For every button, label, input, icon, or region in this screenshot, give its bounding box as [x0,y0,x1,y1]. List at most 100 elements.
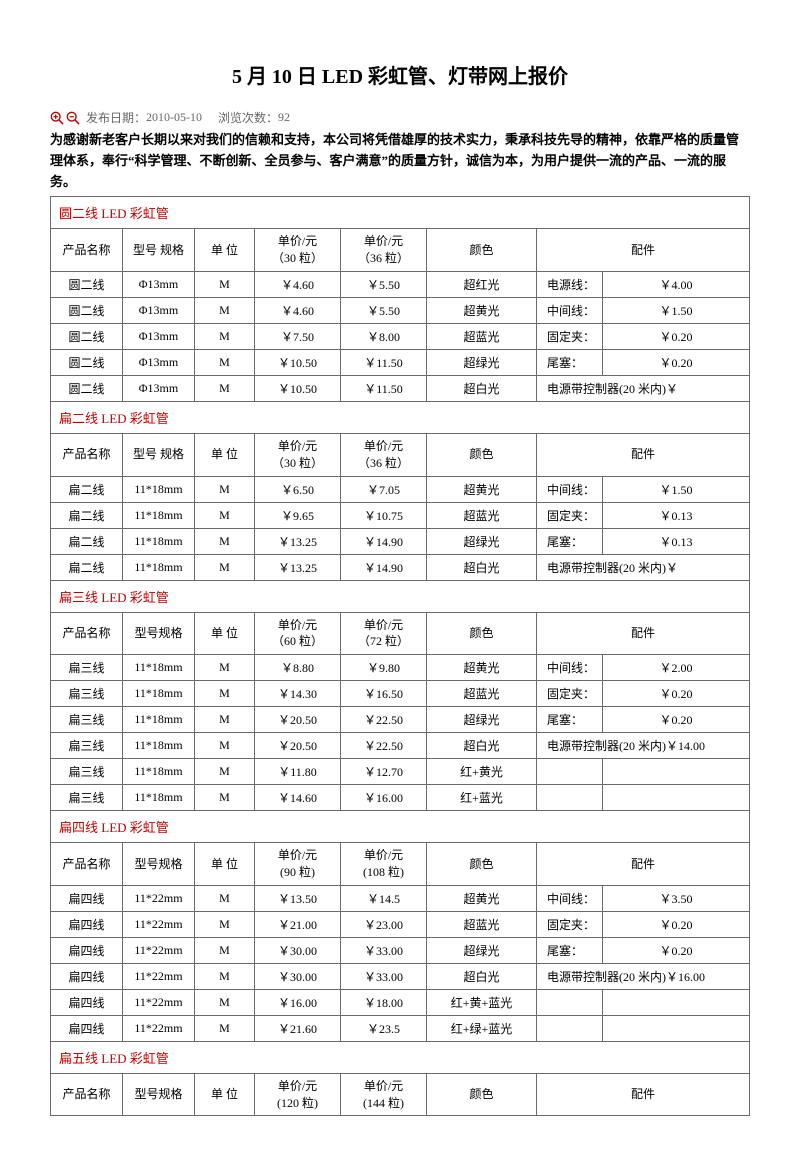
table-cell: ￥13.25 [255,554,341,580]
accessory-label: 尾塞： [537,707,603,733]
column-header: 型号 规格 [123,433,195,476]
table-cell: ￥5.50 [341,297,427,323]
table-cell: M [195,885,255,911]
zoom-in-icon[interactable] [50,111,64,125]
table-cell: ￥16.00 [341,785,427,811]
table-cell: 扁四线 [51,989,123,1015]
accessory-cell: 电源带控制器(20 米内)￥16.00 [537,963,750,989]
table-cell: 超绿光 [427,937,537,963]
table-cell: M [195,528,255,554]
column-header: 单 位 [195,843,255,886]
table-cell: ￥10.50 [255,375,341,401]
accessory-price [603,759,750,785]
table-cell: Φ13mm [123,297,195,323]
table-cell: 扁四线 [51,963,123,989]
column-header: 单 位 [195,1073,255,1116]
table-cell: 扁二线 [51,528,123,554]
table-cell: ￥7.50 [255,323,341,349]
table-cell: ￥12.70 [341,759,427,785]
section-title: 扁五线 LED 彩虹管 [51,1041,750,1073]
column-header: 颜色 [427,229,537,272]
table-cell: M [195,963,255,989]
table-cell: ￥20.50 [255,707,341,733]
accessory-price [603,1015,750,1041]
column-header: 型号 规格 [123,229,195,272]
table-cell: ￥22.50 [341,733,427,759]
table-cell: 11*18mm [123,476,195,502]
column-header: 配件 [537,229,750,272]
table-cell: ￥13.50 [255,885,341,911]
accessory-label [537,989,603,1015]
table-cell: M [195,1015,255,1041]
table-cell: 扁四线 [51,885,123,911]
table-cell: ￥7.05 [341,476,427,502]
table-cell: ￥9.65 [255,502,341,528]
table-cell: ￥23.00 [341,911,427,937]
table-cell: 扁四线 [51,937,123,963]
table-cell: ￥4.60 [255,271,341,297]
column-header: 单 位 [195,433,255,476]
table-cell: ￥30.00 [255,963,341,989]
zoom-icons [50,111,80,125]
table-cell: 超白光 [427,733,537,759]
accessory-price: ￥3.50 [603,885,750,911]
table-cell: ￥22.50 [341,707,427,733]
table-cell: ￥21.00 [255,911,341,937]
table-cell: Φ13mm [123,271,195,297]
column-header: 颜色 [427,843,537,886]
table-cell: M [195,911,255,937]
accessory-cell: 电源带控制器(20 米内)￥14.00 [537,733,750,759]
table-cell: M [195,733,255,759]
table-cell: 超蓝光 [427,502,537,528]
table-cell: 超绿光 [427,349,537,375]
table-cell: 圆二线 [51,375,123,401]
table-cell: 扁三线 [51,733,123,759]
views-label: 浏览次数： [218,109,278,126]
table-cell: ￥20.50 [255,733,341,759]
table-cell: 超绿光 [427,707,537,733]
table-cell: 11*18mm [123,681,195,707]
table-cell: ￥10.50 [255,349,341,375]
table-cell: 11*22mm [123,885,195,911]
table-cell: 扁二线 [51,502,123,528]
accessory-price [603,785,750,811]
accessory-label: 中间线： [537,297,603,323]
table-cell: M [195,349,255,375]
column-header: 单价/元（60 粒） [255,612,341,655]
accessory-label: 中间线： [537,655,603,681]
table-cell: 11*18mm [123,785,195,811]
table-cell: M [195,937,255,963]
column-header: 型号规格 [123,612,195,655]
table-cell: M [195,655,255,681]
table-cell: Φ13mm [123,349,195,375]
column-header: 颜色 [427,433,537,476]
table-cell: 超黄光 [427,885,537,911]
column-header: 产品名称 [51,1073,123,1116]
column-header: 单价/元(90 粒) [255,843,341,886]
table-cell: 11*18mm [123,733,195,759]
accessory-price: ￥0.20 [603,681,750,707]
table-cell: 红+蓝光 [427,785,537,811]
accessory-label: 固定夹： [537,323,603,349]
section-title: 扁四线 LED 彩虹管 [51,811,750,843]
column-header: 配件 [537,612,750,655]
zoom-out-icon[interactable] [66,111,80,125]
table-cell: 11*22mm [123,1015,195,1041]
accessory-label [537,1015,603,1041]
table-cell: M [195,554,255,580]
accessory-label [537,759,603,785]
table-cell: M [195,323,255,349]
column-header: 单价/元(120 粒) [255,1073,341,1116]
table-cell: M [195,707,255,733]
accessory-price: ￥2.00 [603,655,750,681]
table-cell: ￥14.90 [341,554,427,580]
table-cell: 超蓝光 [427,681,537,707]
table-cell: 红+绿+蓝光 [427,1015,537,1041]
column-header: 单价/元（36 粒） [341,433,427,476]
intro-text: 为感谢新老客户长期以来对我们的信赖和支持，本公司将凭借雄厚的技术实力，秉承科技先… [50,130,750,192]
table-cell: 超红光 [427,271,537,297]
column-header: 产品名称 [51,843,123,886]
table-cell: M [195,989,255,1015]
accessory-label: 固定夹： [537,502,603,528]
table-cell: M [195,271,255,297]
